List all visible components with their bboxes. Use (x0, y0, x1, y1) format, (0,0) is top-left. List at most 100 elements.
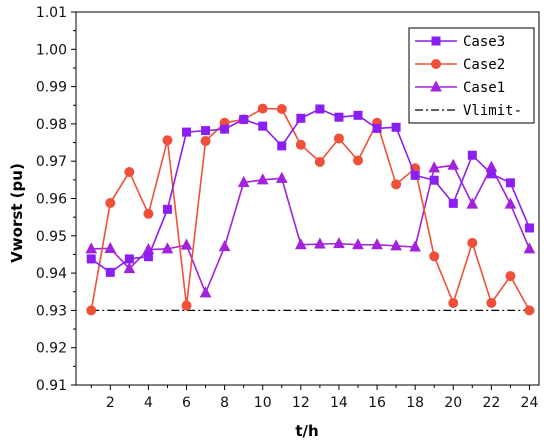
x-tick-label: 4 (144, 395, 153, 411)
y-tick-label: 0.97 (36, 154, 67, 170)
x-tick-label: 14 (330, 395, 348, 411)
point-marker (296, 113, 306, 123)
point-marker (162, 204, 172, 214)
point-marker (161, 242, 174, 254)
point-marker (353, 110, 363, 120)
x-tick-label: 8 (220, 395, 229, 411)
point-marker (428, 161, 441, 173)
point-marker (199, 286, 212, 298)
y-tick-label: 0.98 (36, 117, 67, 133)
point-marker (256, 173, 269, 185)
series-case2 (86, 103, 535, 316)
y-tick-label: 1.00 (36, 42, 67, 58)
point-marker (333, 237, 345, 249)
point-marker (124, 167, 135, 178)
point-marker (275, 171, 288, 183)
y-tick-label: 0.92 (36, 341, 67, 357)
series-line (90, 108, 531, 274)
point-marker (86, 305, 97, 316)
legend-label: Case2 (463, 57, 505, 73)
y-axis-title: Vworst (pu) (8, 163, 26, 263)
series-case1 (85, 158, 536, 298)
point-marker (315, 104, 325, 114)
x-tick-label: 10 (254, 395, 272, 411)
plot-layer (85, 103, 536, 316)
point-marker (371, 238, 383, 250)
point-marker (143, 208, 154, 219)
point-marker (258, 121, 268, 131)
point-marker (104, 241, 117, 253)
point-marker (486, 169, 496, 179)
x-tick-label: 6 (182, 395, 191, 411)
point-marker (447, 158, 460, 170)
x-tick-label: 12 (292, 395, 310, 411)
x-tick-label: 2 (106, 395, 115, 411)
point-marker (105, 267, 115, 277)
series-line (90, 107, 531, 311)
point-marker (410, 170, 420, 180)
point-marker (523, 242, 536, 254)
point-marker (352, 238, 364, 250)
point-marker (201, 126, 211, 136)
legend-item: Case3 (415, 34, 505, 50)
point-marker (391, 179, 402, 190)
point-marker (105, 197, 116, 208)
y-tick-label: 0.94 (36, 266, 67, 282)
point-marker (295, 238, 307, 250)
point-marker (239, 114, 249, 124)
point-marker (429, 175, 439, 185)
x-tick-label: 22 (482, 395, 500, 411)
point-marker (524, 223, 534, 233)
point-marker (124, 254, 134, 264)
point-marker (352, 155, 363, 166)
point-marker (85, 242, 98, 254)
point-marker (391, 122, 401, 132)
point-marker (86, 254, 96, 264)
point-marker (182, 127, 192, 137)
y-tick-label: 0.93 (36, 303, 67, 319)
y-tick-label: 0.95 (36, 229, 67, 245)
legend: Case3 Case2 Case1 Vlimit- (408, 27, 535, 124)
point-marker (143, 252, 153, 262)
legend-item: Vlimit- (415, 103, 522, 119)
point-marker (180, 238, 193, 250)
point-marker (123, 262, 136, 274)
point-marker (431, 36, 441, 46)
legend-label: Vlimit- (463, 103, 522, 119)
point-marker (466, 197, 479, 209)
x-tick-label: 24 (521, 395, 539, 411)
y-tick-label: 0.91 (36, 378, 67, 394)
point-marker (314, 237, 326, 249)
point-marker (372, 123, 382, 133)
point-marker (429, 251, 440, 262)
point-marker (257, 103, 268, 114)
x-tick-label: 18 (406, 395, 424, 411)
legend-label: Case3 (463, 34, 505, 50)
point-marker (505, 271, 516, 282)
legend-box (408, 27, 535, 124)
point-marker (314, 156, 325, 167)
point-marker (467, 150, 477, 160)
point-marker (504, 197, 517, 209)
y-tick-label: 1.01 (36, 5, 67, 21)
point-marker (220, 124, 230, 134)
point-marker (448, 198, 458, 208)
point-marker (409, 240, 421, 252)
point-marker (486, 297, 497, 308)
point-marker (431, 59, 441, 69)
point-marker (390, 239, 402, 251)
legend-item: Case1 (415, 80, 505, 96)
legend-item: Case2 (415, 57, 505, 73)
point-marker (277, 141, 287, 151)
point-marker (430, 80, 442, 92)
point-marker (295, 139, 306, 150)
point-marker (505, 178, 515, 188)
point-marker (276, 103, 287, 114)
x-axis-title: t/h (295, 422, 318, 440)
y-tick-label: 0.96 (36, 192, 67, 208)
y-tick-label: 0.99 (36, 80, 67, 96)
point-marker (218, 240, 231, 252)
x-tick-label: 20 (444, 395, 462, 411)
point-marker (448, 297, 459, 308)
